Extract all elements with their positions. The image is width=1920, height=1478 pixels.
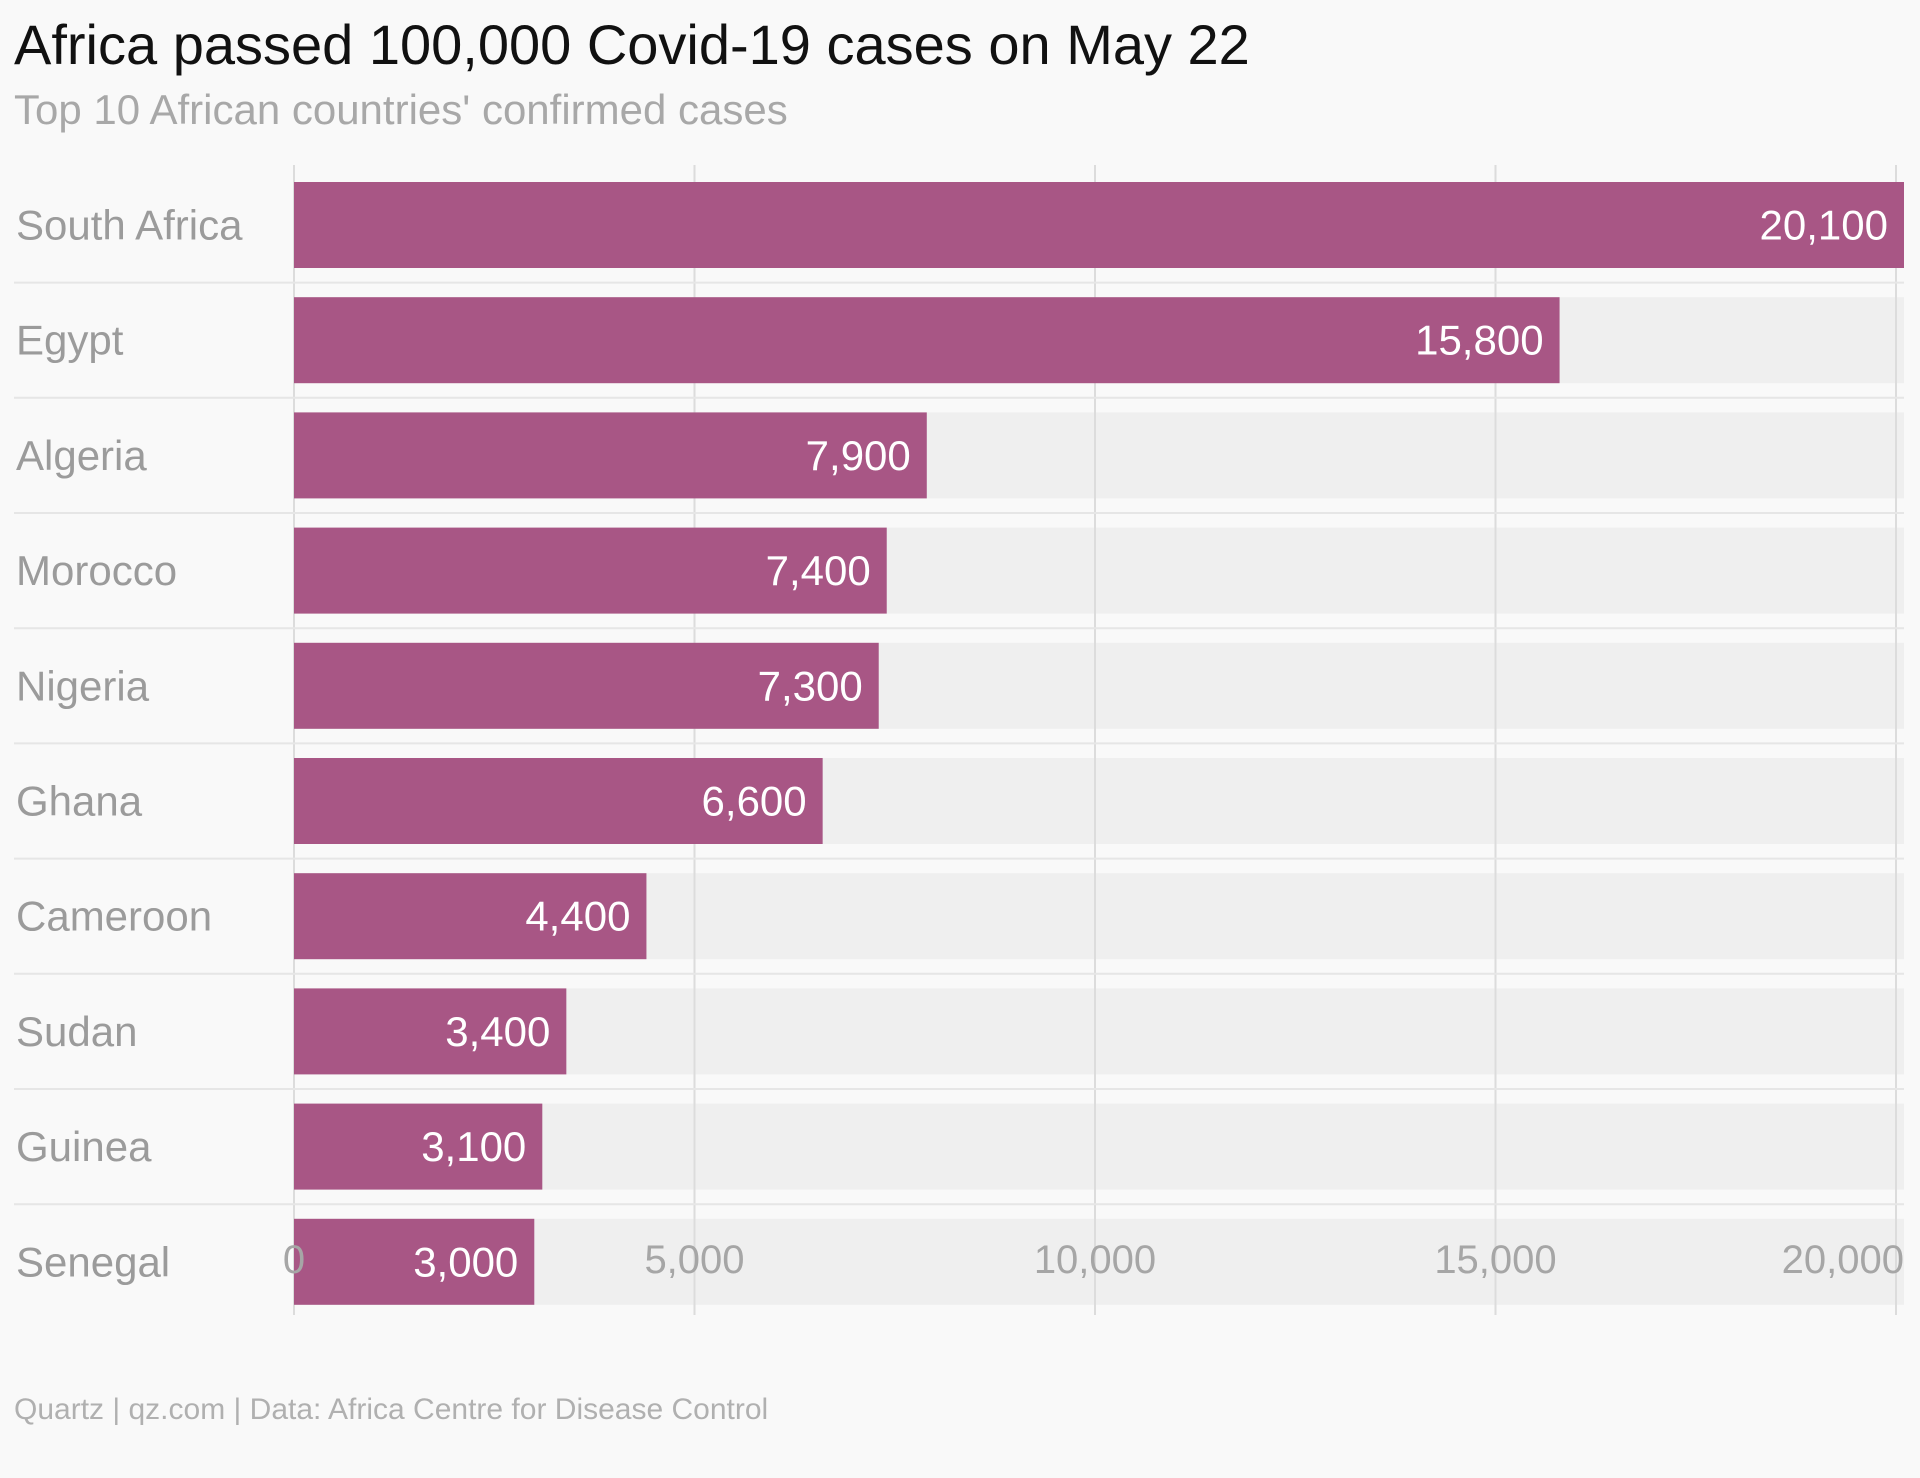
bar: [294, 1103, 543, 1190]
bar: [294, 297, 1560, 384]
bars: [294, 182, 1904, 1305]
bar: [294, 758, 823, 844]
category-label: Senegal: [16, 1238, 170, 1285]
tick-label: 10,000: [1034, 1238, 1156, 1282]
category-label: Cameroon: [16, 893, 212, 940]
x-axis-tick-labels: 0 5,000 10,000 15,000 20,000: [283, 1238, 1904, 1282]
category-label: Nigeria: [16, 662, 150, 709]
value-labels: 20,100 15,800 7,900 7,400 7,300 6,600 4,400 3,4…: [413, 202, 1888, 1286]
value-label: 7,300: [758, 662, 863, 709]
category-label: Morocco: [16, 547, 177, 594]
row-separators: [14, 281, 1904, 1206]
tick-label: 0: [283, 1238, 305, 1282]
chart-title: Africa passed 100,000 Covid-19 cases on …: [14, 13, 1250, 76]
value-label: 3,400: [445, 1008, 550, 1055]
tick-label: 20,000: [1782, 1238, 1904, 1282]
category-label: South Africa: [16, 202, 243, 249]
value-label: 7,400: [766, 547, 871, 594]
bar-chart: South Africa Egypt Algeria Morocco Nigeria Gh…: [14, 165, 1904, 1315]
bar-track: [294, 1218, 1904, 1305]
bar: [294, 527, 887, 614]
chart-subtitle: Top 10 African countries' confirmed case…: [14, 86, 788, 133]
category-label: Ghana: [16, 778, 143, 825]
bar: [294, 412, 927, 499]
bar-track: [294, 1103, 1904, 1190]
category-label: Sudan: [16, 1008, 137, 1055]
category-label: Egypt: [16, 317, 124, 364]
bar: [294, 988, 567, 1075]
tick-label: 15,000: [1434, 1238, 1556, 1282]
value-label: 7,900: [806, 432, 911, 479]
bar: [294, 642, 879, 729]
tick-label: 5,000: [644, 1238, 744, 1282]
category-label: Algeria: [16, 432, 147, 479]
bar: [294, 873, 647, 960]
value-label: 4,400: [525, 893, 630, 940]
value-label: 3,100: [421, 1123, 526, 1170]
category-label: Guinea: [16, 1123, 152, 1170]
source-note: Quartz | qz.com | Data: Africa Centre fo…: [14, 1393, 769, 1426]
value-label: 15,800: [1415, 317, 1543, 364]
value-label: 6,600: [702, 778, 807, 825]
bar: [294, 182, 1904, 268]
category-labels: South Africa Egypt Algeria Morocco Nigeria Gh…: [16, 202, 243, 1286]
bar: [294, 1218, 535, 1305]
value-label: 20,100: [1760, 202, 1888, 249]
value-label: 3,000: [413, 1238, 518, 1285]
